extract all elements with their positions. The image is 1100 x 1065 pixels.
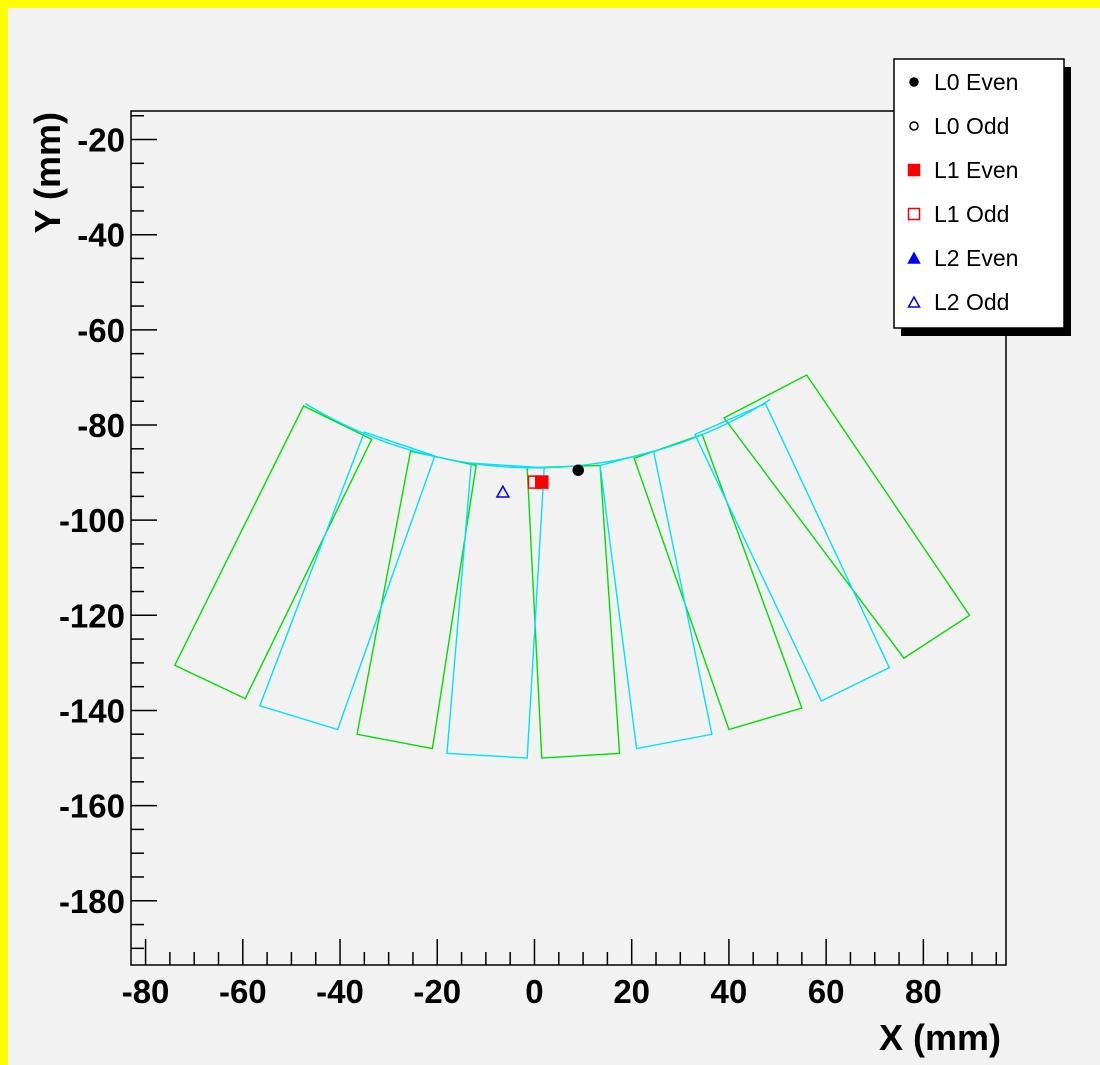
y-tick-label: -80: [77, 407, 125, 444]
module-outline-cyan: [693, 402, 891, 702]
x-tick-label: 20: [613, 973, 650, 1010]
legend-marker: [907, 207, 921, 221]
legend: L0 Even L0 Odd L1 Even L1 Odd L2 Even L2 Odd: [907, 69, 1018, 315]
legend-label: L1 Even: [934, 157, 1018, 183]
data-point: [572, 464, 584, 476]
legend-marker: [909, 121, 919, 131]
x-tick-label: -60: [219, 973, 267, 1010]
x-tick-label: 40: [711, 973, 748, 1010]
x-axis-title: X (mm): [879, 1017, 1001, 1058]
module-inner-arc: [304, 398, 771, 469]
x-tick-label: 0: [525, 973, 543, 1010]
y-tick-label: -120: [59, 597, 125, 634]
legend-marker: [907, 295, 921, 308]
frame: [130, 110, 1007, 966]
canvas: -80 -60 -40 -20 0 20 40 60 80 -20 -40 -60 -80 -100 -12…: [8, 8, 1100, 1065]
legend-label: L0 Even: [934, 69, 1018, 95]
x-tick-label: 60: [808, 973, 845, 1010]
legend-box: [893, 58, 1065, 329]
x-tick-label: -40: [316, 973, 364, 1010]
y-tick-label: -180: [59, 883, 125, 920]
data-point: [527, 475, 542, 489]
y-tick-label: -40: [77, 217, 125, 254]
legend-marker: [907, 251, 921, 264]
scatter-plot: -80 -60 -40 -20 0 20 40 60 80 -20 -40 -60 -80 -100 -12…: [27, 58, 1071, 1058]
legend-marker: [909, 77, 919, 87]
module-outline-green: [173, 405, 373, 700]
x-tick-label: -80: [122, 973, 170, 1010]
module-outline-green: [356, 450, 477, 750]
data-point: [495, 484, 511, 498]
legend-marker: [907, 163, 921, 177]
y-tick-label: -140: [59, 692, 125, 729]
data-point: [535, 475, 549, 489]
y-tick-label: -60: [77, 312, 125, 349]
y-axis-title: Y (mm): [27, 112, 68, 233]
legend-label: L2 Odd: [934, 289, 1009, 315]
legend-label: L0 Odd: [934, 113, 1009, 139]
legend-label: L1 Odd: [934, 201, 1009, 227]
y-tick-label: -160: [59, 788, 125, 825]
legend-label: L2 Even: [934, 245, 1018, 271]
module-outline-green: [723, 374, 971, 660]
y-tick-label: -20: [77, 122, 125, 159]
x-tick-label: 80: [905, 973, 942, 1010]
y-tick-label: -100: [59, 502, 125, 539]
module-outline-green: [633, 433, 803, 731]
x-tick-label: -20: [413, 973, 461, 1010]
